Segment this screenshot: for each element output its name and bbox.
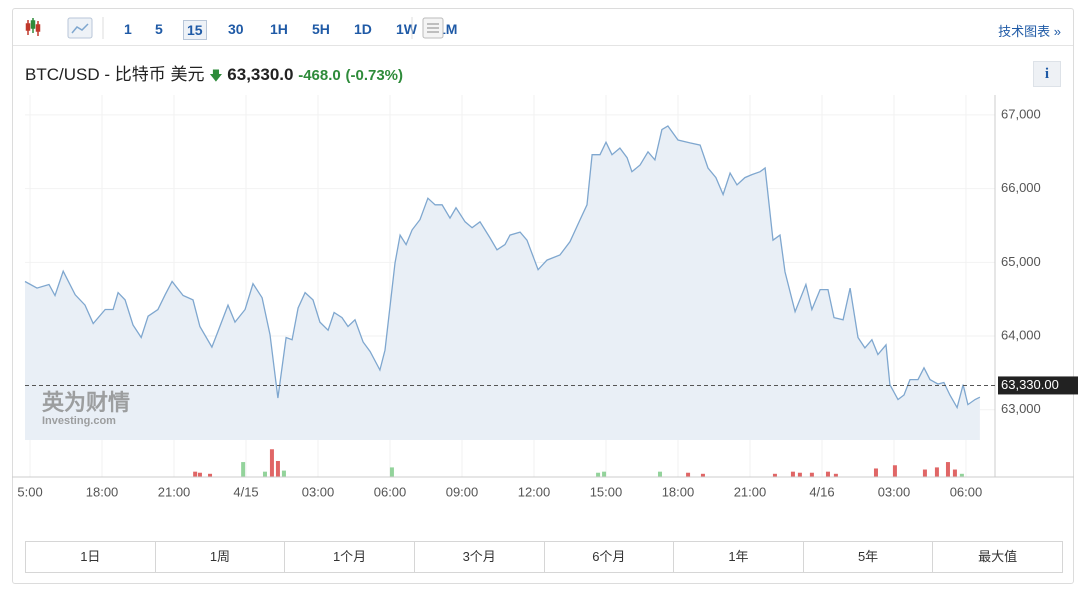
volume-bar <box>772 473 777 477</box>
range-button[interactable]: 5年 <box>804 542 934 572</box>
info-button[interactable]: i <box>1033 61 1061 87</box>
range-button[interactable]: 1周 <box>156 542 286 572</box>
x-tick-label: 06:00 <box>950 484 983 499</box>
volume-bar <box>389 467 394 477</box>
x-tick-label: 18:00 <box>662 484 695 499</box>
watermark-brand: 英为财情 <box>42 390 130 415</box>
volume-bar <box>686 472 691 477</box>
volume-bar <box>825 471 830 477</box>
down-arrow: 🡇 <box>209 68 223 83</box>
chart-type-icons <box>25 17 104 39</box>
y-tick-label: 67,000 <box>1001 106 1041 121</box>
volume-bar <box>797 472 802 477</box>
last-price-label: 63,330.00 <box>1001 377 1059 392</box>
range-bar: 1日 1周 1个月 3个月 6个月 1年 5年 最大值 <box>25 541 1063 573</box>
interval-button[interactable]: 1D <box>354 21 372 37</box>
volume-bar <box>208 473 213 477</box>
interval-button[interactable]: 30 <box>228 21 244 37</box>
volume-bar <box>959 473 964 477</box>
volume-bar <box>700 473 705 477</box>
volume-bar <box>873 468 878 477</box>
volume-bar <box>657 471 662 477</box>
volume-bar <box>269 449 274 477</box>
interval-button[interactable]: 1H <box>270 21 288 37</box>
area-fill <box>25 126 980 440</box>
volume-bar <box>602 471 607 477</box>
candle-icon[interactable] <box>25 18 41 36</box>
x-tick-label: 21:00 <box>158 484 191 499</box>
price: 63,330.0 <box>227 65 294 84</box>
change-pct: (-0.73%) <box>345 67 404 84</box>
x-tick-label: 5:00 <box>17 484 42 499</box>
x-tick-label: 03:00 <box>878 484 911 499</box>
x-tick-label: 15:00 <box>590 484 623 499</box>
volume-bar <box>193 471 198 477</box>
range-button[interactable]: 1个月 <box>285 542 415 572</box>
y-tick-label: 63,000 <box>1001 401 1041 416</box>
widget: 1 5 15 30 1H 5H 1D 1W 1M 技术图表 » BTC/USD - 比特币 美元… <box>12 8 1074 584</box>
volume-bar <box>809 472 814 477</box>
volume-bar <box>197 472 202 477</box>
volume-bar <box>596 472 601 477</box>
x-tick-label: 12:00 <box>518 484 551 499</box>
x-tick-label: 21:00 <box>734 484 767 499</box>
volume-bar <box>833 473 838 477</box>
volume-bar <box>275 461 280 477</box>
volume-bar <box>934 467 939 477</box>
quote-header: BTC/USD - 比特币 美元 🡇 63,330.0 -468.0 (-0.7… <box>25 60 403 89</box>
volume-bar <box>241 462 246 477</box>
x-tick-label: 06:00 <box>374 484 407 499</box>
x-tick-label: 09:00 <box>446 484 479 499</box>
range-button[interactable]: 最大值 <box>978 549 1018 564</box>
change: -468.0 <box>298 67 341 84</box>
y-tick-label: 64,000 <box>1001 327 1041 342</box>
interval-button[interactable]: 15 <box>183 20 207 40</box>
range-button[interactable]: 1日 <box>26 542 156 572</box>
divider <box>13 45 1073 46</box>
range-button[interactable]: 6个月 <box>545 542 675 572</box>
range-button[interactable]: 1年 <box>674 542 804 572</box>
x-tick-label: 4/15 <box>233 484 258 499</box>
last-price-box <box>998 376 1078 395</box>
price-line <box>24 125 981 410</box>
range-button[interactable]: 3个月 <box>415 542 545 572</box>
tech-chart-link[interactable]: 技术图表 » <box>998 24 1061 39</box>
volume-bar <box>892 465 897 477</box>
y-tick-label: 65,000 <box>1001 254 1041 269</box>
volume-bar <box>945 462 950 477</box>
volume-bar <box>790 471 795 477</box>
y-tick-label: 66,000 <box>1001 180 1041 195</box>
interval-button[interactable]: 1 <box>124 21 132 37</box>
volume-bar <box>922 469 927 477</box>
volume-bar <box>281 470 286 477</box>
interval-button[interactable]: 5 <box>155 21 163 37</box>
interval-button[interactable]: 5H <box>312 21 330 37</box>
x-tick-label: 4/16 <box>809 484 834 499</box>
table-icon-wrap <box>411 17 444 39</box>
volume-bar <box>952 469 957 477</box>
instrument: BTC/USD - 比特币 美元 <box>25 65 205 84</box>
x-tick-label: 03:00 <box>302 484 335 499</box>
x-tick-label: 18:00 <box>86 484 119 499</box>
volume-bar <box>262 471 267 477</box>
watermark-site: Investing.com <box>42 415 116 427</box>
